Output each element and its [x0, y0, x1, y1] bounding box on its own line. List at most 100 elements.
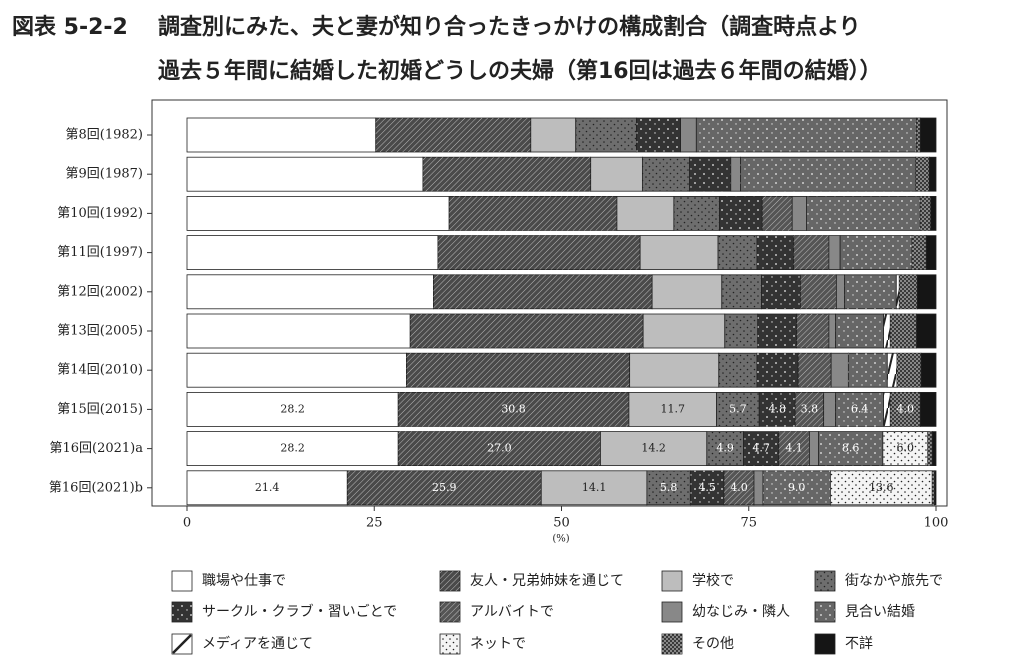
data-label: 4.0: [730, 481, 748, 494]
legend-label: 職場や仕事で: [202, 573, 286, 589]
chart-title: 調査別にみた、夫と妻が知り合ったきっかけの構成割合（調査時点より: [158, 14, 861, 40]
bar-segment: [756, 235, 795, 271]
data-label: 27.0: [487, 442, 512, 455]
data-label: 9.0: [788, 481, 806, 494]
bar-segment: [791, 195, 807, 231]
bar-segment: [433, 274, 653, 310]
y-tick-label: 第16回(2021)b: [49, 480, 143, 495]
bar-segment: [186, 235, 439, 271]
bar-segment: [927, 431, 933, 467]
data-label: 4.7: [752, 442, 770, 455]
data-label: 6.4: [851, 402, 869, 415]
bar-segment: [919, 195, 932, 231]
x-tick-label: 0: [183, 516, 191, 531]
bar-segment: [186, 391, 399, 427]
legend-texture: [440, 571, 460, 591]
legend-swatch: [661, 601, 683, 623]
bar-segment: [844, 274, 897, 310]
data-label: 14.2: [641, 442, 666, 455]
y-tick-label: 第11回(1997): [57, 245, 143, 260]
bar-segment: [718, 352, 758, 388]
data-label: 28.2: [280, 402, 305, 415]
bar-segment: [835, 274, 846, 310]
bar-segment: [695, 117, 917, 153]
legend-label: メディアを通じて: [202, 635, 313, 652]
bar-segment: [928, 156, 937, 192]
bar-segment: [590, 156, 643, 192]
legend-label: ネットで: [470, 636, 526, 652]
y-tick-label: 第10回(1992): [57, 206, 143, 221]
bar-segment: [186, 156, 424, 192]
legend-texture: [440, 602, 460, 622]
y-tick-label: 第15回(2015): [57, 402, 143, 417]
bar-segment: [925, 235, 937, 271]
legend-texture: [815, 571, 835, 591]
data-label: 4.0: [897, 402, 915, 415]
bar-segment: [761, 195, 793, 231]
bar-segment: [673, 195, 720, 231]
data-label: 25.9: [432, 481, 457, 494]
bar-segment: [616, 195, 675, 231]
bar-segment: [186, 313, 411, 349]
legend-label: サークル・クラブ・習いごとで: [202, 603, 397, 620]
legend-label: アルバイトで: [470, 604, 554, 620]
bar-segment: [916, 313, 937, 349]
data-label: 11.7: [660, 402, 685, 415]
bar-segment: [797, 352, 832, 388]
bar-segment: [919, 391, 937, 427]
legend-label: その他: [692, 636, 734, 652]
data-label: 4.5: [698, 481, 716, 494]
bar-segment: [629, 352, 720, 388]
bar-segment: [886, 352, 898, 388]
bar-segment: [898, 274, 918, 310]
data-label: 14.1: [582, 481, 607, 494]
bar-segment: [724, 313, 759, 349]
legend-label: 見合い結婚: [845, 604, 915, 620]
y-tick-label: 第9回(1987): [66, 167, 144, 182]
bar-segment: [916, 117, 921, 153]
legend-label: 街なかや旅先で: [845, 573, 943, 589]
legend-swatch: [661, 570, 683, 592]
bar-segment: [830, 352, 849, 388]
bar-segment: [757, 313, 798, 349]
x-tick-label: 75: [740, 516, 757, 531]
bar-segment: [406, 352, 631, 388]
bar-segment: [800, 274, 837, 310]
legend-texture: [815, 602, 835, 622]
bar-segment: [730, 156, 741, 192]
bar-segment: [628, 391, 717, 427]
legend-label: 友人・兄弟姉妹を通じて: [470, 573, 624, 589]
bar-segment: [919, 117, 937, 153]
data-label: 5.8: [660, 481, 678, 494]
data-label: 21.4: [255, 481, 280, 494]
legend-texture: [172, 634, 192, 654]
plot-frame: [151, 99, 948, 507]
bar-segment: [719, 195, 763, 231]
bar-segment: [409, 313, 644, 349]
bar-segment: [575, 117, 637, 153]
legend-swatch: [814, 633, 836, 655]
bar-segment: [186, 117, 377, 153]
legend-label: 学校で: [692, 572, 734, 589]
bar-segment: [896, 352, 922, 388]
data-label: 4.1: [785, 442, 803, 455]
legend-texture: [662, 634, 682, 654]
y-tick-label: 第13回(2005): [57, 324, 143, 339]
data-label: 4.9: [716, 442, 734, 455]
x-tick-label: 100: [924, 516, 949, 531]
bar-segment: [756, 352, 799, 388]
bar-segment: [689, 156, 732, 192]
bar-segment: [717, 235, 758, 271]
bar-segment: [651, 274, 723, 310]
bar-segment: [916, 274, 937, 310]
bar-segment: [835, 313, 884, 349]
bar-segment: [636, 117, 681, 153]
bar-segment: [889, 313, 917, 349]
bar-segment: [934, 470, 937, 506]
bar-segment: [883, 313, 891, 349]
bar-segment: [639, 235, 719, 271]
bar-segment: [793, 235, 830, 271]
y-tick-label: 第8回(1982): [66, 128, 144, 143]
legend-swatch: [171, 570, 193, 592]
bar-segment: [931, 431, 937, 467]
